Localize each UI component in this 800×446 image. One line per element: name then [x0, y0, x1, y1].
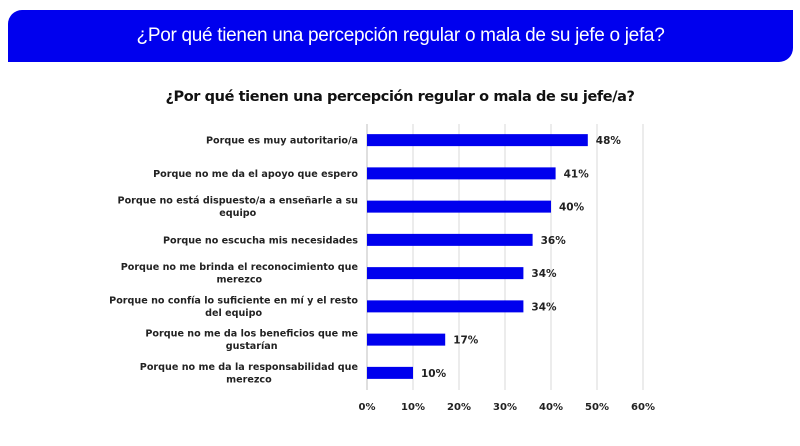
category-label-line: Porque no me da el apoyo que espero	[153, 169, 358, 180]
data-label: 40%	[559, 202, 585, 214]
category-label-line: merezco	[217, 275, 263, 286]
x-tick-label: 20%	[447, 402, 471, 413]
category-label: Porque no me da el apoyo que espero	[153, 169, 358, 180]
category-label: Porque es muy autoritario/a	[206, 136, 358, 147]
data-label: 10%	[421, 368, 447, 380]
category-label-line: Porque no me da la responsabilidad que	[140, 362, 359, 373]
bar	[367, 366, 413, 379]
category-label: Porque no confía lo suficiente en mí y e…	[109, 294, 358, 319]
bar	[367, 200, 551, 213]
bar	[367, 267, 524, 280]
x-tick-label: 10%	[401, 402, 425, 413]
data-label: 36%	[541, 235, 567, 247]
bar	[367, 300, 524, 313]
x-tick-label: 60%	[631, 402, 655, 413]
data-label: 17%	[453, 335, 479, 347]
category-label-line: equipo	[219, 208, 256, 219]
category-label: Porque no está dispuesto/a a enseñarle a…	[118, 195, 359, 220]
data-label: 34%	[531, 301, 557, 313]
x-tick-label: 40%	[539, 402, 563, 413]
category-label: Porque no escucha mis necesidades	[163, 235, 358, 246]
header-banner: ¿Por qué tienen una percepción regular o…	[8, 10, 793, 62]
category-label-line: Porque no está dispuesto/a a enseñarle a…	[118, 195, 359, 207]
x-tick-label: 50%	[585, 402, 609, 413]
data-label: 34%	[531, 268, 557, 280]
category-label-line: Porque es muy autoritario/a	[206, 136, 358, 147]
category-label-line: merezco	[226, 374, 272, 385]
chart-title: ¿Por qué tienen una percepción regular o…	[165, 89, 635, 105]
category-label-line: Porque no me da los beneficios que me	[145, 329, 358, 340]
x-tick-label: 30%	[493, 402, 517, 413]
category-label-line: gustarían	[226, 340, 278, 352]
data-label: 48%	[596, 135, 622, 147]
category-label-line: Porque no escucha mis necesidades	[163, 235, 358, 246]
category-label-line: Porque no me brinda el reconocimiento qu…	[121, 262, 359, 273]
category-label: Porque no me brinda el reconocimiento qu…	[121, 262, 359, 286]
bar	[367, 134, 588, 147]
x-tick-label: 0%	[359, 402, 376, 413]
category-label: Porque no me da los beneficios que me gus…	[145, 329, 358, 353]
category-label-line: Porque no confía lo suficiente en mí y e…	[109, 294, 358, 306]
data-label: 41%	[564, 168, 590, 180]
category-label-line: del equipo	[205, 308, 262, 319]
category-label: Porque no me da la responsabilidad que me…	[140, 362, 359, 386]
banner-title: ¿Por qué tienen una percepción regular o…	[136, 25, 665, 46]
bar	[367, 333, 446, 346]
bar	[367, 233, 533, 246]
bar	[367, 167, 556, 180]
